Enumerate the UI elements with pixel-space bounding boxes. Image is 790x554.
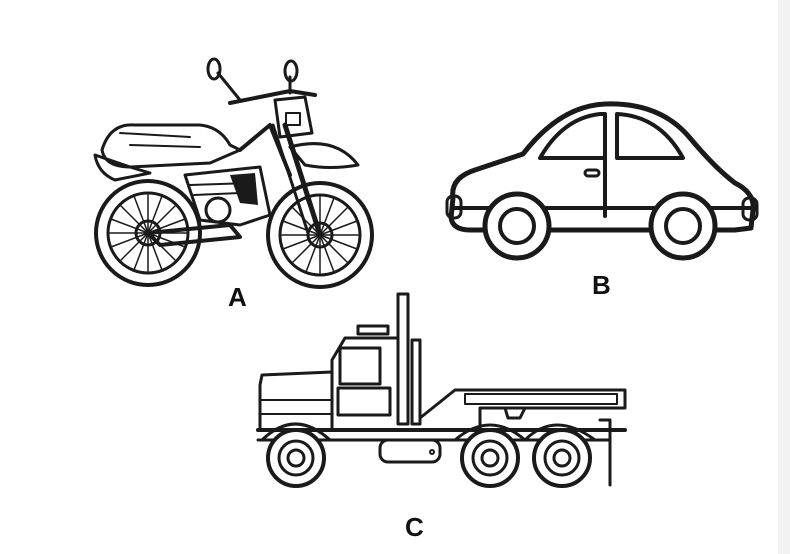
motorcycle-icon [90, 55, 390, 305]
car-icon [445, 98, 760, 268]
page-edge [778, 0, 790, 554]
label-a: A [228, 282, 247, 312]
truck-icon [250, 290, 635, 500]
label-c: C [405, 512, 424, 542]
label-b: B [592, 270, 611, 300]
